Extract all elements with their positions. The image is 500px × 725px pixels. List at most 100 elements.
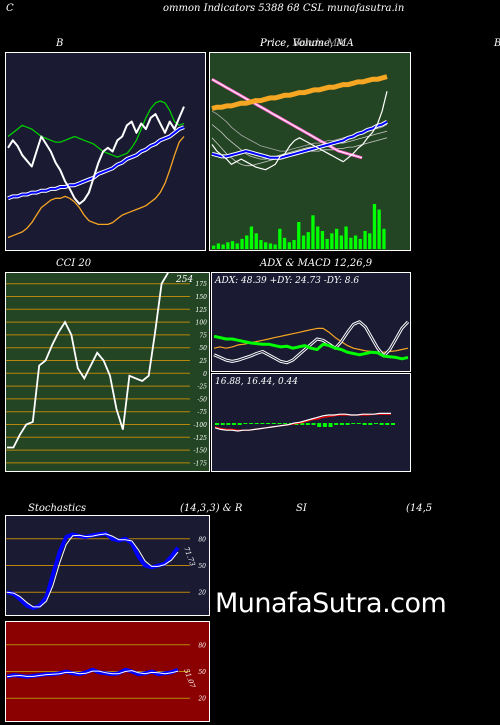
volume-bar	[216, 243, 220, 249]
macd-histogram-bar	[215, 423, 219, 425]
macd-histogram-bar	[362, 423, 367, 425]
macd-histogram-bar	[311, 423, 316, 425]
williams-r-signal-line	[6, 670, 179, 678]
moving-average-blue	[211, 120, 388, 159]
y-tick-label: -100	[194, 422, 208, 429]
volume-bar	[301, 235, 306, 249]
volume-bar	[245, 235, 249, 249]
macd-histogram-bar	[271, 423, 276, 424]
volume-bar	[278, 228, 282, 250]
panel-rsi-params: (14,5	[406, 503, 433, 514]
volume-bar	[320, 231, 325, 249]
panel-price-title: Price, Volume, MA	[260, 38, 354, 49]
volume-bar	[249, 226, 254, 249]
header-left-mark: C	[6, 3, 14, 14]
macd-histogram-bar	[243, 423, 248, 424]
volume-bar	[368, 233, 372, 249]
macd-histogram-bar	[317, 423, 322, 427]
panel-adx-title: ADX & MACD 12,26,9	[260, 258, 373, 269]
volume-bar	[221, 244, 225, 249]
panel-background	[5, 52, 206, 251]
y-tick-label: -150	[194, 448, 208, 455]
macd-histogram-bar	[254, 423, 259, 424]
adx-values-label: ADX: 48.39 +DY: 24.73 -DY: 8.6	[214, 276, 359, 286]
panel-cci-title: CCI 20	[56, 258, 92, 269]
volume-bar	[330, 233, 334, 249]
volume-bar	[273, 244, 277, 249]
panel-background	[211, 272, 411, 372]
macd-histogram-bar	[277, 423, 282, 424]
macd-histogram-bar	[328, 423, 333, 427]
volume-bar	[268, 243, 273, 249]
macd-panel: 16.88, 16.44, 0.44	[211, 373, 411, 472]
watermark: MunafaSutra.com	[215, 588, 447, 619]
volume-bar	[306, 232, 310, 249]
panel-background	[211, 373, 411, 472]
price-line	[7, 106, 185, 205]
panel-stoch-title: Stochastics	[28, 503, 86, 514]
macd-histogram-bar	[232, 423, 236, 425]
panel-stoch-params: (14,3,3) & R	[180, 503, 243, 514]
macd-histogram-bar	[368, 423, 373, 425]
macd-histogram-bar	[266, 423, 271, 424]
macd-histogram-bar	[226, 423, 231, 425]
macd-line	[214, 412, 391, 432]
volume-bar	[335, 228, 339, 250]
macd-histogram-bar	[339, 423, 344, 425]
y-tick-label: 50	[198, 669, 206, 676]
macd-histogram-bar	[237, 423, 242, 425]
price-volume-ma-panel	[209, 52, 411, 251]
volume-bar	[264, 242, 268, 250]
volume-bar	[316, 226, 320, 249]
volume-bar	[344, 226, 348, 249]
y-tick-label: 50	[199, 345, 207, 352]
volume-bar	[254, 233, 258, 249]
macd-histogram-bar	[391, 423, 395, 425]
macd-histogram-bar	[300, 423, 305, 425]
volume-bar	[353, 235, 358, 249]
y-tick-label: -25	[197, 384, 207, 391]
cci-last-value-label: 254	[175, 275, 193, 285]
macd-histogram-bar	[322, 423, 327, 427]
volume-bar	[339, 235, 343, 249]
adx-line	[213, 334, 409, 361]
y-tick-label: 100	[196, 320, 208, 327]
panel-rsi-title: SI	[296, 503, 307, 514]
cci-panel: 175 150 125 100 75 50 25 0 -25 -50 -75 -100 -125 -150…	[5, 272, 210, 472]
volume-bar	[377, 209, 381, 249]
volume-bar	[240, 238, 244, 249]
macd-histogram-bar	[356, 423, 361, 424]
y-tick-label: 80	[198, 642, 206, 649]
panel-b-title: B	[56, 38, 64, 49]
volume-bar	[212, 245, 216, 249]
macd-histogram-bar	[220, 423, 225, 425]
price-line	[211, 91, 388, 171]
volume-bar	[363, 231, 367, 249]
upper-band-line	[7, 100, 185, 158]
header-title: ommon Indicators 5388 68 CSL munafasutra…	[163, 3, 405, 14]
macd-histogram-bar	[249, 423, 254, 424]
y-tick-label: 20	[197, 590, 206, 597]
volume-bar	[282, 237, 287, 250]
lower-band-line	[7, 136, 185, 239]
macd-histogram-bar	[351, 423, 356, 424]
macd-histogram-bar	[334, 423, 339, 425]
volume-bar	[292, 240, 296, 249]
adx-panel: ADX: 48.39 +DY: 24.73 -DY: 8.6	[211, 272, 411, 372]
y-tick-label: 0	[203, 371, 207, 378]
plus-di-line	[213, 321, 409, 364]
volume-bar	[259, 240, 263, 249]
volume-bar	[297, 222, 301, 249]
volume-bar	[349, 237, 353, 250]
upper-band-core	[211, 78, 363, 159]
right-edge-letter: B	[494, 38, 500, 49]
volume-bar	[235, 243, 239, 249]
bollinger-panel	[5, 52, 206, 251]
volume-bar	[325, 238, 329, 249]
stochastic-signal-line	[6, 533, 179, 608]
y-tick-label: -175	[194, 460, 208, 467]
y-tick-label: -125	[194, 435, 208, 442]
volume-bar	[358, 238, 362, 249]
